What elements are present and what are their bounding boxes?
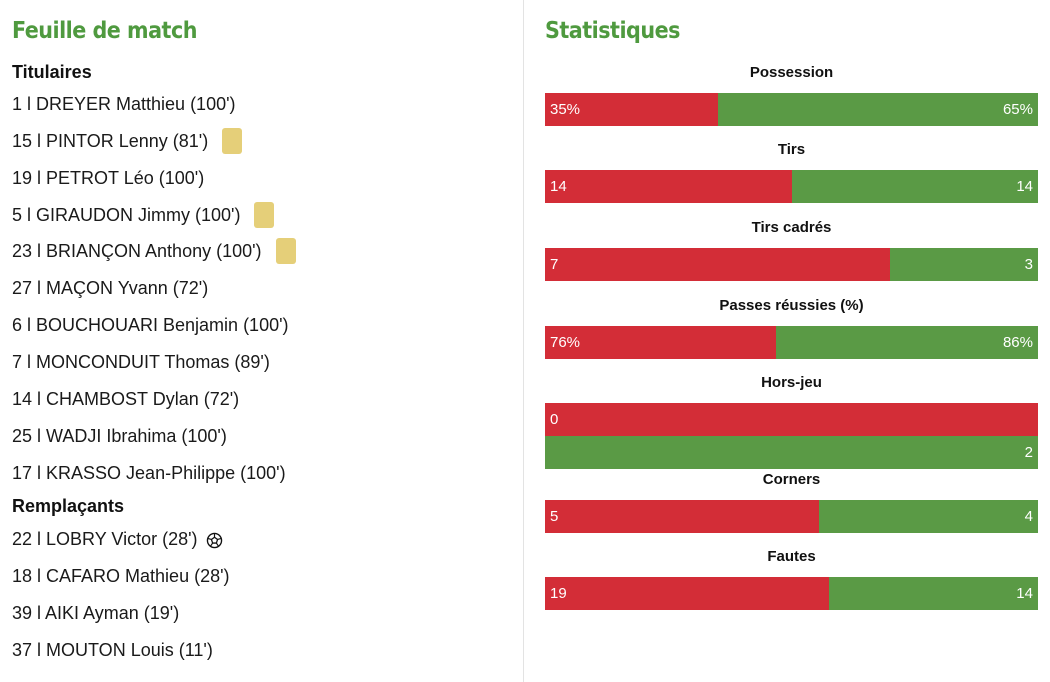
player-name: 25 l WADJI Ibrahima (100') — [12, 425, 227, 446]
stat-away-value: 65% — [717, 93, 1038, 126]
player-row: 39 l AIKI Ayman (19') — [12, 601, 179, 625]
player-row: 22 l LOBRY Victor (28') — [12, 527, 223, 551]
stat-label: Fautes — [767, 548, 816, 565]
player-name: 37 l MOUTON Louis (11') — [12, 639, 213, 660]
stat-away-value: 14 — [791, 170, 1038, 203]
stat-away-value: 14 — [828, 577, 1038, 610]
statistics-title: Statistiques — [545, 18, 680, 44]
stat-home-bar: 0 — [545, 403, 1038, 436]
player-row: 6 l BOUCHOUARI Benjamin (100') — [12, 313, 289, 337]
stat-bar: 76% 86% — [545, 326, 1038, 359]
player-name: 7 l MONCONDUIT Thomas (89') — [12, 351, 270, 372]
player-row: 5 l GIRAUDON Jimmy (100') — [12, 201, 275, 228]
player-row: 17 l KRASSO Jean-Philippe (100') — [12, 461, 286, 485]
starters-title: Titulaires — [12, 62, 92, 82]
player-row: 37 l MOUTON Louis (11') — [12, 638, 213, 662]
player-name: 23 l BRIANÇON Anthony (100') — [12, 241, 262, 262]
player-row: 18 l CAFARO Mathieu (28') — [12, 564, 230, 588]
player-name: 6 l BOUCHOUARI Benjamin (100') — [12, 315, 289, 336]
stat-label: Hors-jeu — [761, 374, 822, 391]
stat-away-value: 86% — [776, 326, 1038, 359]
statistics-panel: Statistiques Possession 35% 65% Tirs 14 14 Tir… — [525, 0, 1050, 682]
match-sheet-panel: Feuille de match Titulaires 1 l DREYER M… — [0, 0, 524, 682]
player-row: 15 l PINTOR Lenny (81') — [12, 127, 243, 154]
player-name: 14 l CHAMBOST Dylan (72') — [12, 388, 240, 409]
yellow-card-icon — [275, 238, 296, 265]
yellow-card-icon — [254, 201, 275, 228]
soccer-ball-icon — [206, 531, 223, 548]
player-name: 39 l AIKI Ayman (19') — [12, 602, 180, 623]
player-row: 14 l CHAMBOST Dylan (72') — [12, 387, 239, 411]
stat-away-value: 4 — [819, 500, 1038, 533]
stat-bar: 19 14 — [545, 577, 1038, 610]
player-name: 17 l KRASSO Jean-Philippe (100') — [12, 462, 286, 483]
player-name: 18 l CAFARO Mathieu (28') — [12, 565, 230, 586]
player-name: 1 l DREYER Matthieu (100') — [12, 94, 236, 114]
player-row: 19 l PETROT Léo (100') — [12, 166, 204, 190]
stat-label: Corners — [762, 471, 821, 488]
stat-home-value: 35% — [545, 93, 718, 126]
stat-label: Possession — [749, 64, 834, 81]
stat-bar: 14 14 — [545, 170, 1038, 203]
yellow-card-icon — [222, 127, 243, 154]
player-row: 1 l DREYER Matthieu (100') — [12, 92, 236, 116]
player-name: 22 l LOBRY Victor (28') — [12, 529, 198, 549]
stat-home-value: 76% — [545, 326, 777, 359]
stat-home-value: 7 — [545, 248, 891, 281]
stat-home-value: 5 — [545, 500, 820, 533]
player-row: 23 l BRIANÇON Anthony (100') — [12, 238, 296, 265]
player-name: 15 l PINTOR Lenny (81') — [12, 130, 209, 151]
stat-label: Passes réussies (%) — [719, 297, 864, 314]
stat-away-bar: 2 — [545, 436, 1038, 469]
substitutes-title: Remplaçants — [12, 496, 125, 516]
stat-bar: 35% 65% — [545, 93, 1038, 126]
stat-home-value: 19 — [545, 577, 829, 610]
player-name: 5 l GIRAUDON Jimmy (100') — [12, 204, 241, 225]
stat-away-value: 3 — [890, 248, 1038, 281]
player-row: 7 l MONCONDUIT Thomas (89') — [12, 350, 270, 374]
stat-label: Tirs — [777, 141, 806, 158]
stat-home-value: 14 — [545, 170, 792, 203]
player-row: 27 l MAÇON Yvann (72') — [12, 276, 208, 300]
stat-label: Tirs cadrés — [751, 219, 832, 236]
player-name: 27 l MAÇON Yvann (72') — [12, 278, 209, 299]
player-name: 19 l PETROT Léo (100') — [12, 167, 205, 188]
match-sheet-title: Feuille de match — [12, 18, 197, 44]
player-row: 25 l WADJI Ibrahima (100') — [12, 424, 227, 448]
